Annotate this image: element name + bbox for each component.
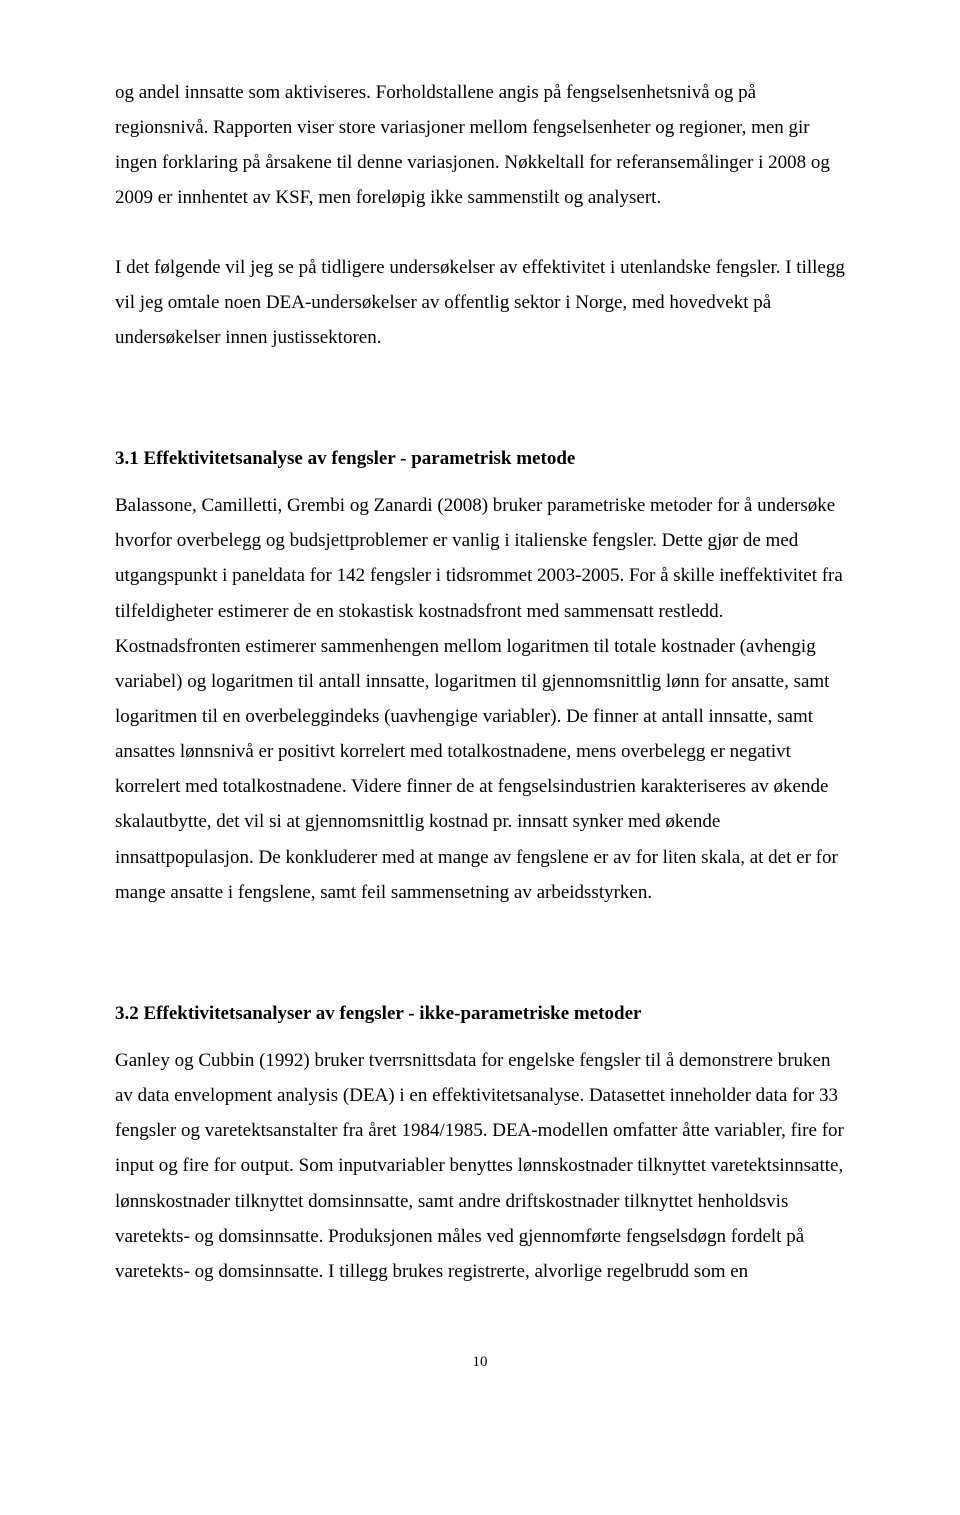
body-paragraph: I det følgende vil jeg se på tidligere u… xyxy=(115,250,845,355)
body-paragraph: og andel innsatte som aktiviseres. Forho… xyxy=(115,75,845,216)
page-number: 10 xyxy=(115,1349,845,1377)
document-page: og andel innsatte som aktiviseres. Forho… xyxy=(0,0,960,1515)
section-heading-3-2: 3.2 Effektivitetsanalyser av fengsler - … xyxy=(115,996,845,1031)
section-gap xyxy=(115,944,845,954)
body-paragraph: Ganley og Cubbin (1992) bruker tverrsnit… xyxy=(115,1043,845,1289)
section-gap xyxy=(115,389,845,399)
section-heading-3-1: 3.1 Effektivitetsanalyse av fengsler - p… xyxy=(115,441,845,476)
body-paragraph: Balassone, Camilletti, Grembi og Zanardi… xyxy=(115,488,845,910)
